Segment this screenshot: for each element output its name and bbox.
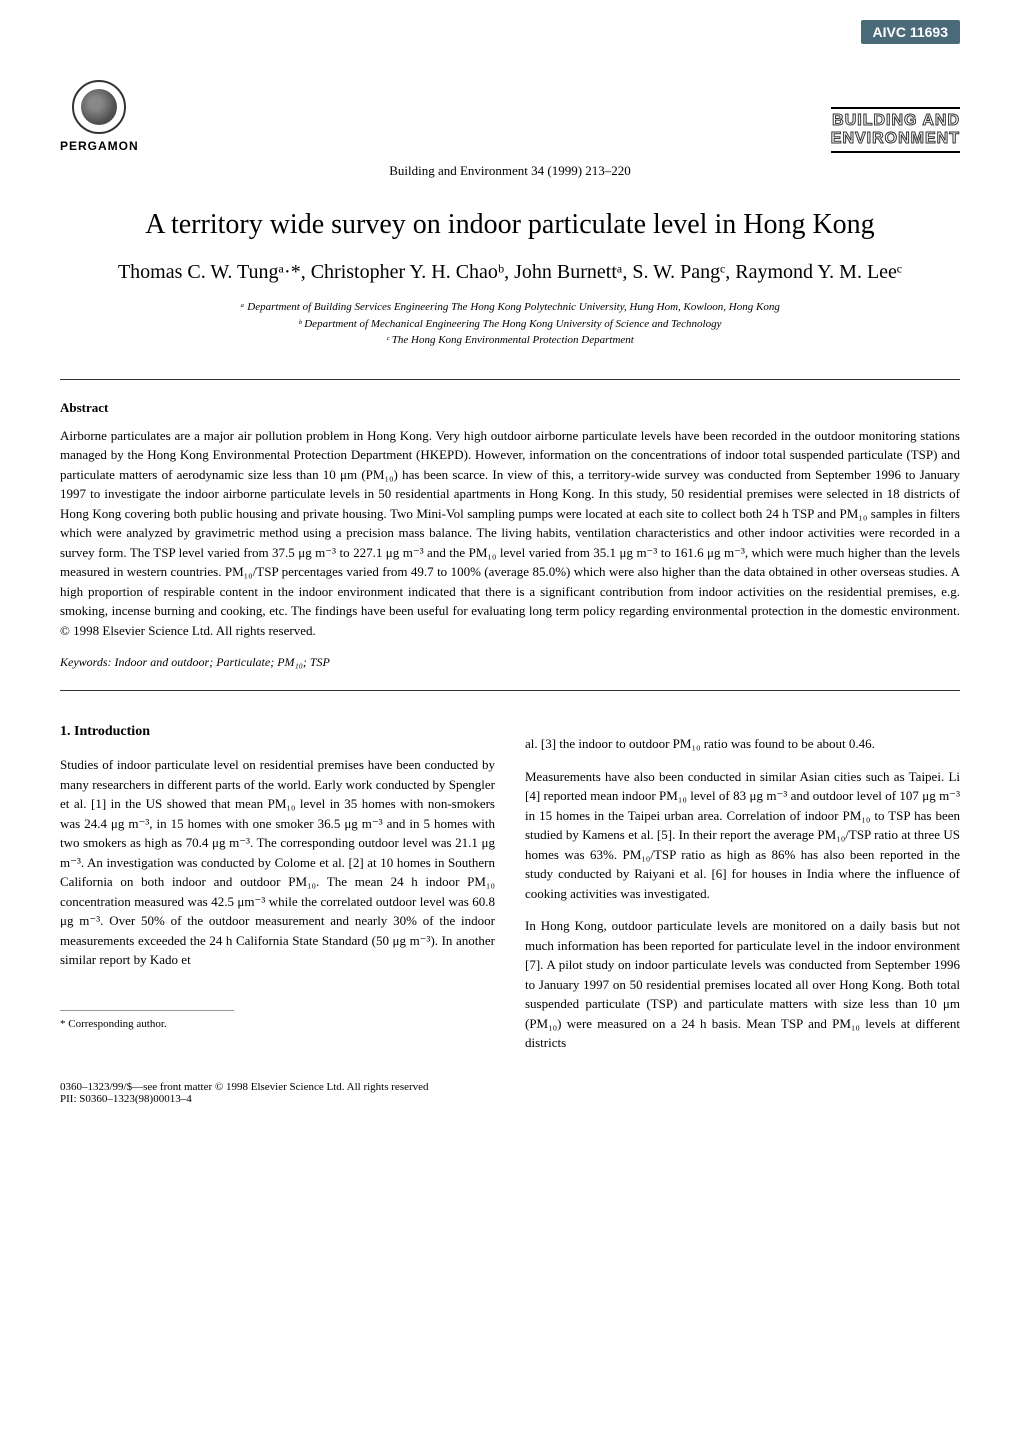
intro-paragraph-4: In Hong Kong, outdoor particulate levels… (525, 916, 960, 1053)
affiliation-a: ᵃ Department of Building Services Engine… (60, 299, 960, 316)
column-right: al. [3] the indoor to outdoor PM₁₀ ratio… (525, 721, 960, 1066)
header-badge: AIVC 11693 (861, 20, 961, 44)
keywords: Keywords: Indoor and outdoor; Particulat… (60, 655, 960, 670)
column-left: 1. Introduction Studies of indoor partic… (60, 721, 495, 1066)
publisher-block: PERGAMON (60, 80, 139, 153)
divider-bottom (60, 690, 960, 691)
footer-line-1: 0360–1323/99/$—see front matter © 1998 E… (60, 1081, 960, 1093)
header-row: PERGAMON BUILDING AND ENVIRONMENT (60, 80, 960, 153)
affiliation-b: ᵇ Department of Mechanical Engineering T… (60, 316, 960, 333)
intro-paragraph-3: Measurements have also been conducted in… (525, 767, 960, 904)
body-columns: 1. Introduction Studies of indoor partic… (60, 721, 960, 1066)
journal-reference: Building and Environment 34 (1999) 213–2… (60, 163, 960, 179)
section-1-heading: 1. Introduction (60, 721, 495, 742)
abstract-body: Airborne particulates are a major air po… (60, 426, 960, 641)
journal-logo-line2: ENVIRONMENT (831, 130, 960, 148)
footer-line-2: PII: S0360–1323(98)00013–4 (60, 1093, 960, 1105)
journal-logo: BUILDING AND ENVIRONMENT (831, 107, 960, 153)
article-title: A territory wide survey on indoor partic… (60, 209, 960, 241)
intro-paragraph-2: al. [3] the indoor to outdoor PM₁₀ ratio… (525, 734, 960, 754)
publisher-name: PERGAMON (60, 139, 139, 153)
pergamon-logo-inner (81, 89, 117, 125)
intro-paragraph-1: Studies of indoor particulate level on r… (60, 755, 495, 970)
affiliations: ᵃ Department of Building Services Engine… (60, 299, 960, 349)
abstract-heading: Abstract (60, 400, 960, 416)
divider-top (60, 379, 960, 380)
pergamon-logo (72, 80, 126, 134)
affiliation-c: ᶜ The Hong Kong Environmental Protection… (60, 332, 960, 349)
footer-info: 0360–1323/99/$—see front matter © 1998 E… (60, 1081, 960, 1105)
corresponding-author-footnote: * Corresponding author. (60, 1010, 234, 1033)
author-list: Thomas C. W. Tungᵃ·*, Christopher Y. H. … (60, 261, 960, 284)
journal-logo-line1: BUILDING AND (831, 112, 960, 130)
